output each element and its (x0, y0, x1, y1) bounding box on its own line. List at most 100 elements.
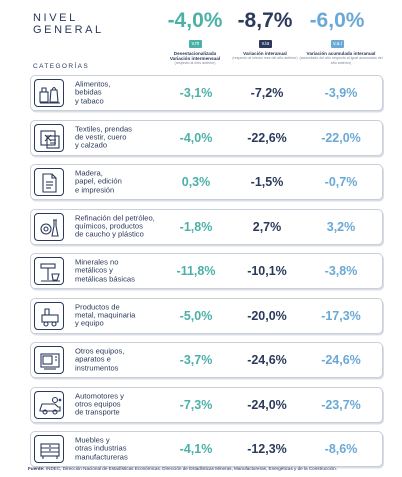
table-row: Automotores y otros equipos de transporte -… (30, 386, 383, 423)
category-label-line: Refinación del petróleo, (75, 212, 155, 222)
value-vai: -3,9% (324, 86, 358, 100)
category-label-line: Madera, (75, 168, 103, 178)
value-vm: -7,3% (179, 397, 213, 412)
table-row: Alimentos, bebidas y tabaco -3,1% -7,2% -3,9% (30, 75, 383, 111)
category-label-line: de caucho y plástico (75, 229, 144, 239)
via-label: Variación interanual (243, 51, 287, 56)
value-via: -10,1% (247, 264, 287, 278)
vai-badge: v.a.i (331, 40, 344, 48)
category-label: Refinación del petróleo, químicos, produc… (75, 212, 175, 239)
value-via: -1,5% (250, 175, 284, 189)
appliance-icon (34, 346, 64, 374)
category-label-line: manufactureras (75, 452, 128, 462)
table-row: Minerales no metálicos y metálicas básicas… (30, 253, 383, 289)
value-vm: 0,3% (181, 175, 211, 189)
category-label-line: Automotores y (75, 390, 124, 400)
category-label-line: metal, maquinaria (75, 310, 136, 320)
category-label-line: metálicos y (75, 265, 113, 275)
category-label: Productos de metal, maquinaria y equipo (75, 301, 175, 328)
header: NIVEL GENERAL -4,0% -8,7% -6,0% v.m v.ia… (0, 0, 402, 65)
machinery-icon (34, 301, 64, 330)
table-row: Refinación del petróleo, químicos, produc… (30, 208, 383, 245)
value-via: -12,3% (247, 442, 287, 456)
table-row: Otros equipos, aparatos e instrumentos -3,7… (30, 342, 383, 378)
table-row: Madera, papel, edición e impresión 0,3% -1,5… (30, 164, 383, 200)
value-vai: -24,6% (321, 353, 361, 367)
value-vai: -23,7% (321, 397, 361, 412)
vm-caption: Desestacionalizada Variación intermensua… (152, 51, 238, 66)
category-label: Muebles y otras industrias manufactureras (75, 435, 175, 462)
title-line-2: GENERAL (33, 24, 104, 36)
via-value: -8,7% (237, 9, 293, 32)
category-label-line: papel, edición (75, 176, 122, 186)
vm-note: (respecto al mes anterior) (174, 61, 216, 65)
category-label-line: y tabaco (75, 96, 104, 106)
value-vm: -4,1% (179, 442, 213, 456)
vai-caption: Variación acumulada interanual (acumulad… (296, 51, 386, 66)
category-label-line: e impresión (75, 185, 115, 195)
value-vai: -17,3% (321, 308, 361, 323)
category-label: Madera, papel, edición e impresión (75, 168, 175, 195)
value-via: -24,0% (247, 397, 287, 412)
value-via: -20,0% (247, 308, 287, 323)
category-label: Alimentos, bebidas y tabaco (75, 79, 175, 106)
value-vai: -3,8% (324, 264, 358, 278)
vai-note: (acumulado del año respecto al igual acu… (299, 56, 383, 65)
category-label-line: Otros equipos, (75, 346, 125, 356)
vm-label: Desestacionalizada (173, 51, 217, 56)
table-row: Productos de metal, maquinaria y equipo -5,… (30, 297, 383, 334)
chemical-icon (34, 212, 64, 241)
value-via: 2,7% (252, 219, 282, 234)
via-caption: Variación interanual (respecto al mismo … (222, 51, 308, 61)
vai-value: -6,0% (309, 9, 365, 32)
textile-icon (34, 123, 64, 152)
value-vm: -4,0% (179, 130, 213, 145)
category-label: Textiles, prendas de vestir, cuero y calza… (75, 123, 175, 150)
category-label-line: Alimentos, (75, 79, 111, 89)
vai-label: Variación acumulada interanual (306, 51, 376, 56)
category-label-line: otras industrias (75, 443, 127, 453)
category-label-line: aparatos e (75, 354, 111, 364)
category-label-line: Productos de (75, 301, 120, 311)
vehicle-icon (34, 390, 64, 419)
category-label-line: químicos, productos (75, 221, 143, 231)
table-row: Textiles, prendas de vestir, cuero y calza… (30, 119, 383, 156)
category-label-line: Muebles y (75, 435, 110, 445)
category-label-line: Minerales no (75, 257, 119, 267)
value-vai: 3,2% (326, 219, 356, 234)
value-vm: -5,0% (179, 308, 213, 323)
value-vm: -1,8% (179, 219, 213, 234)
page-title: NIVEL GENERAL (33, 12, 104, 36)
category-label-line: de transporte (75, 407, 120, 417)
category-label-line: y calzado (75, 140, 108, 150)
source-text: INDEC, Dirección Nacional de Estadística… (44, 466, 337, 471)
categories-title: CATEGORÍAS (33, 63, 90, 70)
category-label: Otros equipos, aparatos e instrumentos (75, 346, 175, 373)
vm-sublabel: Variación intermensual (169, 56, 221, 61)
food-icon (34, 79, 64, 107)
category-label-line: otros equipos (75, 399, 121, 409)
value-vm: -3,1% (179, 86, 213, 100)
via-badge: v.ia (259, 40, 272, 48)
via-note: (respecto al mismo mes del año anterior) (232, 56, 298, 60)
category-label-line: metálicas básicas (75, 274, 135, 284)
source-footer: Fuente: INDEC, Dirección Nacional de Est… (28, 466, 337, 471)
source-label: Fuente: (28, 466, 45, 471)
category-label-line: instrumentos (75, 363, 119, 373)
value-via: -7,2% (250, 86, 284, 100)
title-line-1: NIVEL (33, 12, 78, 24)
value-via: -24,6% (247, 353, 287, 367)
category-label-line: de vestir, cuero (75, 132, 127, 142)
value-vm: -3,7% (179, 353, 213, 367)
category-label-line: bebidas (75, 87, 102, 97)
mineral-icon (34, 257, 64, 285)
value-via: -22,6% (247, 130, 287, 145)
furniture-icon (34, 435, 64, 463)
category-label-line: Textiles, prendas (75, 123, 132, 133)
vm-value: -4,0% (167, 9, 223, 32)
category-label: Automotores y otros equipos de transporte (75, 390, 175, 417)
value-vm: -11,8% (176, 264, 216, 278)
value-vai: -22,0% (321, 130, 361, 145)
vm-badge: v.m (189, 40, 202, 48)
category-label: Minerales no metálicos y metálicas básicas (75, 257, 175, 284)
